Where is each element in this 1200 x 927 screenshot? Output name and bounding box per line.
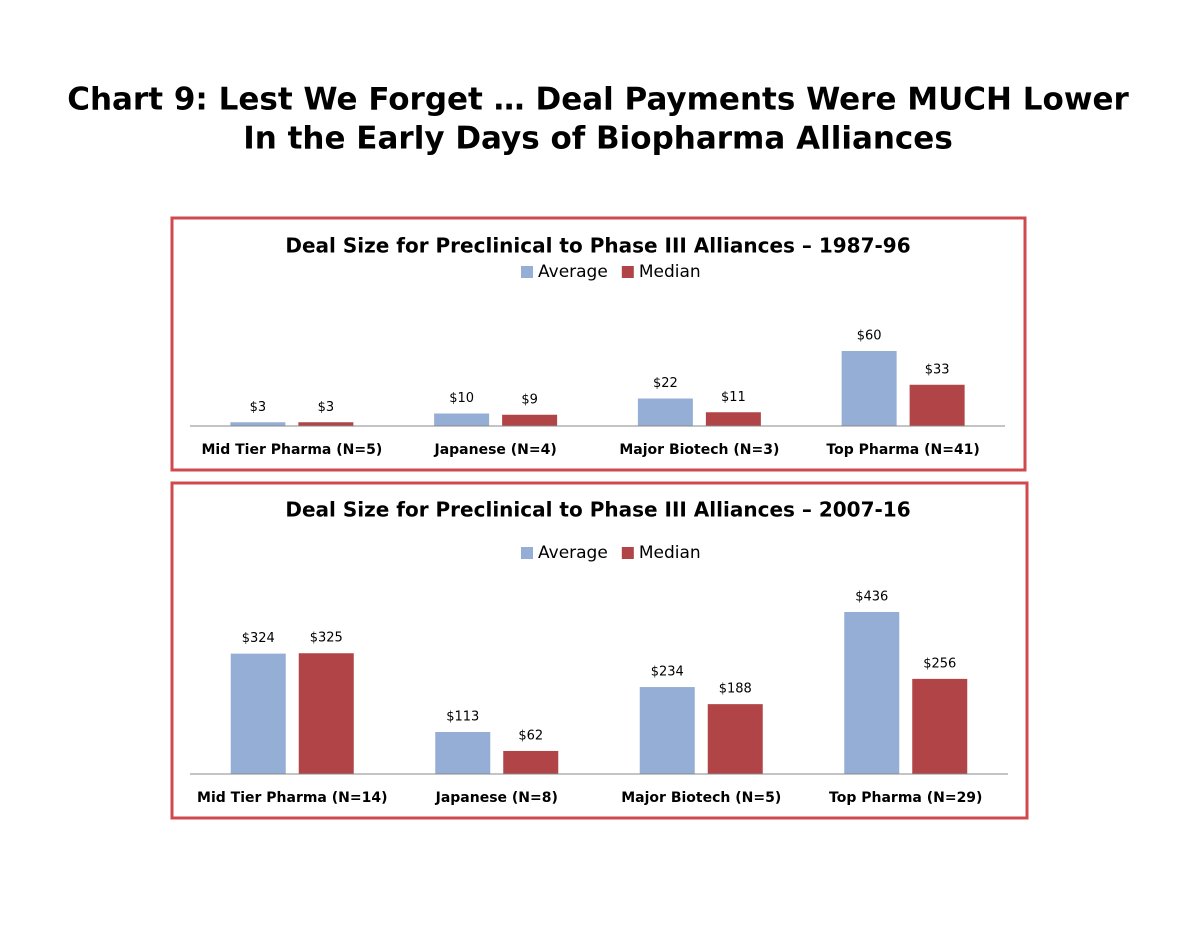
bar: [639, 687, 695, 774]
x-tick-label: Mid Tier Pharma (N=14): [197, 790, 387, 806]
bar: [912, 678, 968, 774]
value-label: $188: [719, 682, 752, 697]
value-label: $22: [653, 376, 678, 391]
value-label: $436: [855, 590, 888, 605]
value-label: $9: [521, 392, 538, 407]
bar: [844, 612, 900, 774]
value-label: $256: [923, 656, 956, 671]
bar: [435, 732, 491, 774]
chart-frame: [170, 216, 1027, 472]
bar: [841, 351, 897, 426]
x-tick-label: Japanese (N=4): [433, 442, 556, 458]
value-label: $33: [925, 362, 950, 377]
chart-title: Deal Size for Preclinical to Phase III A…: [285, 498, 910, 522]
bar: [298, 422, 354, 426]
bar: [298, 653, 354, 774]
chart-title: Deal Size for Preclinical to Phase III A…: [285, 234, 910, 258]
legend-text: Average: [538, 543, 608, 563]
value-label: $325: [310, 631, 343, 646]
value-label: $11: [721, 390, 746, 405]
legend-text: Median: [639, 543, 701, 563]
legend-swatch: [621, 547, 634, 559]
x-tick-label: Mid Tier Pharma (N=5): [202, 442, 383, 458]
bar: [230, 653, 286, 774]
chart-frame: [170, 481, 1029, 820]
legend-swatch: [521, 547, 533, 559]
value-label: $10: [449, 391, 474, 406]
x-tick-label: Top Pharma (N=29): [829, 790, 982, 806]
value-label: $60: [857, 329, 882, 344]
page-title: In the Early Days of Biopharma Alliances: [243, 121, 953, 157]
x-tick-label: Top Pharma (N=41): [826, 442, 979, 458]
page-title: Chart 9: Lest We Forget … Deal Payments …: [67, 82, 1129, 118]
bar: [707, 704, 763, 774]
bar: [502, 414, 558, 426]
bar: [503, 750, 559, 774]
x-tick-label: Major Biotech (N=3): [619, 442, 779, 458]
legend-swatch: [521, 266, 533, 278]
x-tick-label: Major Biotech (N=5): [621, 790, 781, 806]
bar: [230, 422, 286, 426]
value-label: $324: [242, 631, 275, 646]
bar: [705, 412, 761, 426]
legend-text: Average: [538, 262, 608, 282]
legend-text: Median: [639, 262, 701, 282]
value-label: $3: [250, 400, 267, 415]
bar: [909, 384, 965, 426]
value-label: $234: [651, 665, 684, 680]
legend-swatch: [621, 266, 634, 278]
bar: [637, 398, 693, 426]
value-label: $62: [518, 728, 543, 743]
bar: [434, 413, 490, 426]
value-label: $113: [446, 710, 479, 725]
value-label: $3: [318, 400, 335, 415]
x-tick-label: Japanese (N=8): [435, 790, 558, 806]
